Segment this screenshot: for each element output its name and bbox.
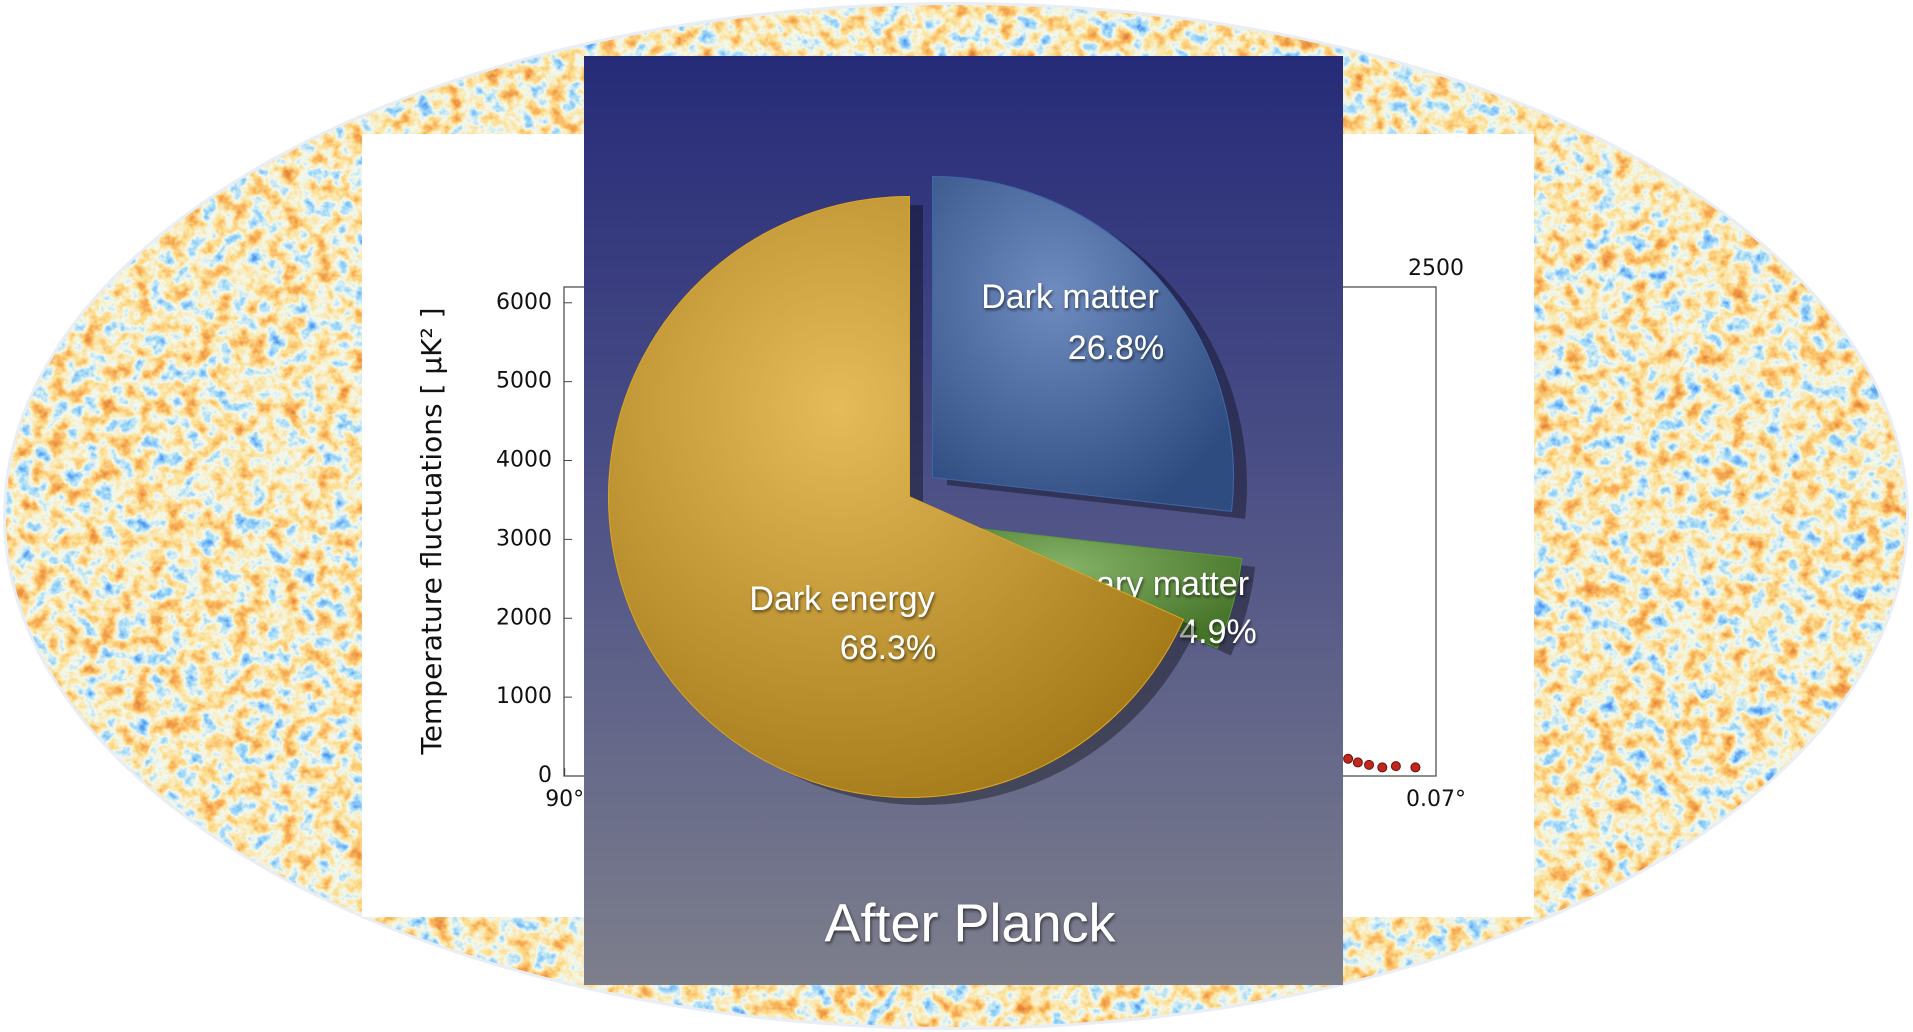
pie-slice-shade <box>609 197 1183 798</box>
data-point <box>1410 762 1421 773</box>
y-tick-label: 6000 <box>496 290 552 315</box>
data-point <box>1343 753 1354 764</box>
y-tick-label: 1000 <box>496 684 552 709</box>
slice-label: Dark energy <box>749 580 934 618</box>
y-tick-label: 5000 <box>496 369 552 394</box>
data-point <box>1377 762 1388 773</box>
y-tick-label: 3000 <box>496 526 552 551</box>
x-bottom-tick-label: 90° <box>545 787 584 812</box>
slice-label: Dark matter <box>981 278 1159 316</box>
y-axis-label: Temperature fluctuations [ μK² ] <box>415 307 448 755</box>
pie-slice-shade <box>933 177 1233 511</box>
slice-value-label: 4.9% <box>1179 613 1257 651</box>
x-bottom-tick-label: 0.07° <box>1406 787 1466 812</box>
data-point <box>1390 761 1401 772</box>
data-point <box>1364 759 1375 770</box>
x-top-tick-label: 2500 <box>1408 256 1464 281</box>
spectrum-chart: 0 1000 2000 3000 4000 5000 6000 2500 90° 0.07° Tem… <box>415 256 1466 812</box>
slice-value-label: 26.8% <box>1068 329 1164 367</box>
slice-value-label: 68.3% <box>840 629 936 667</box>
y-tick-label: 4000 <box>496 448 552 473</box>
data-point <box>1352 757 1363 768</box>
y-tick-label: 2000 <box>496 605 552 630</box>
y-tick-label: 0 <box>538 763 552 788</box>
chart-title: After Planck <box>824 893 1116 953</box>
